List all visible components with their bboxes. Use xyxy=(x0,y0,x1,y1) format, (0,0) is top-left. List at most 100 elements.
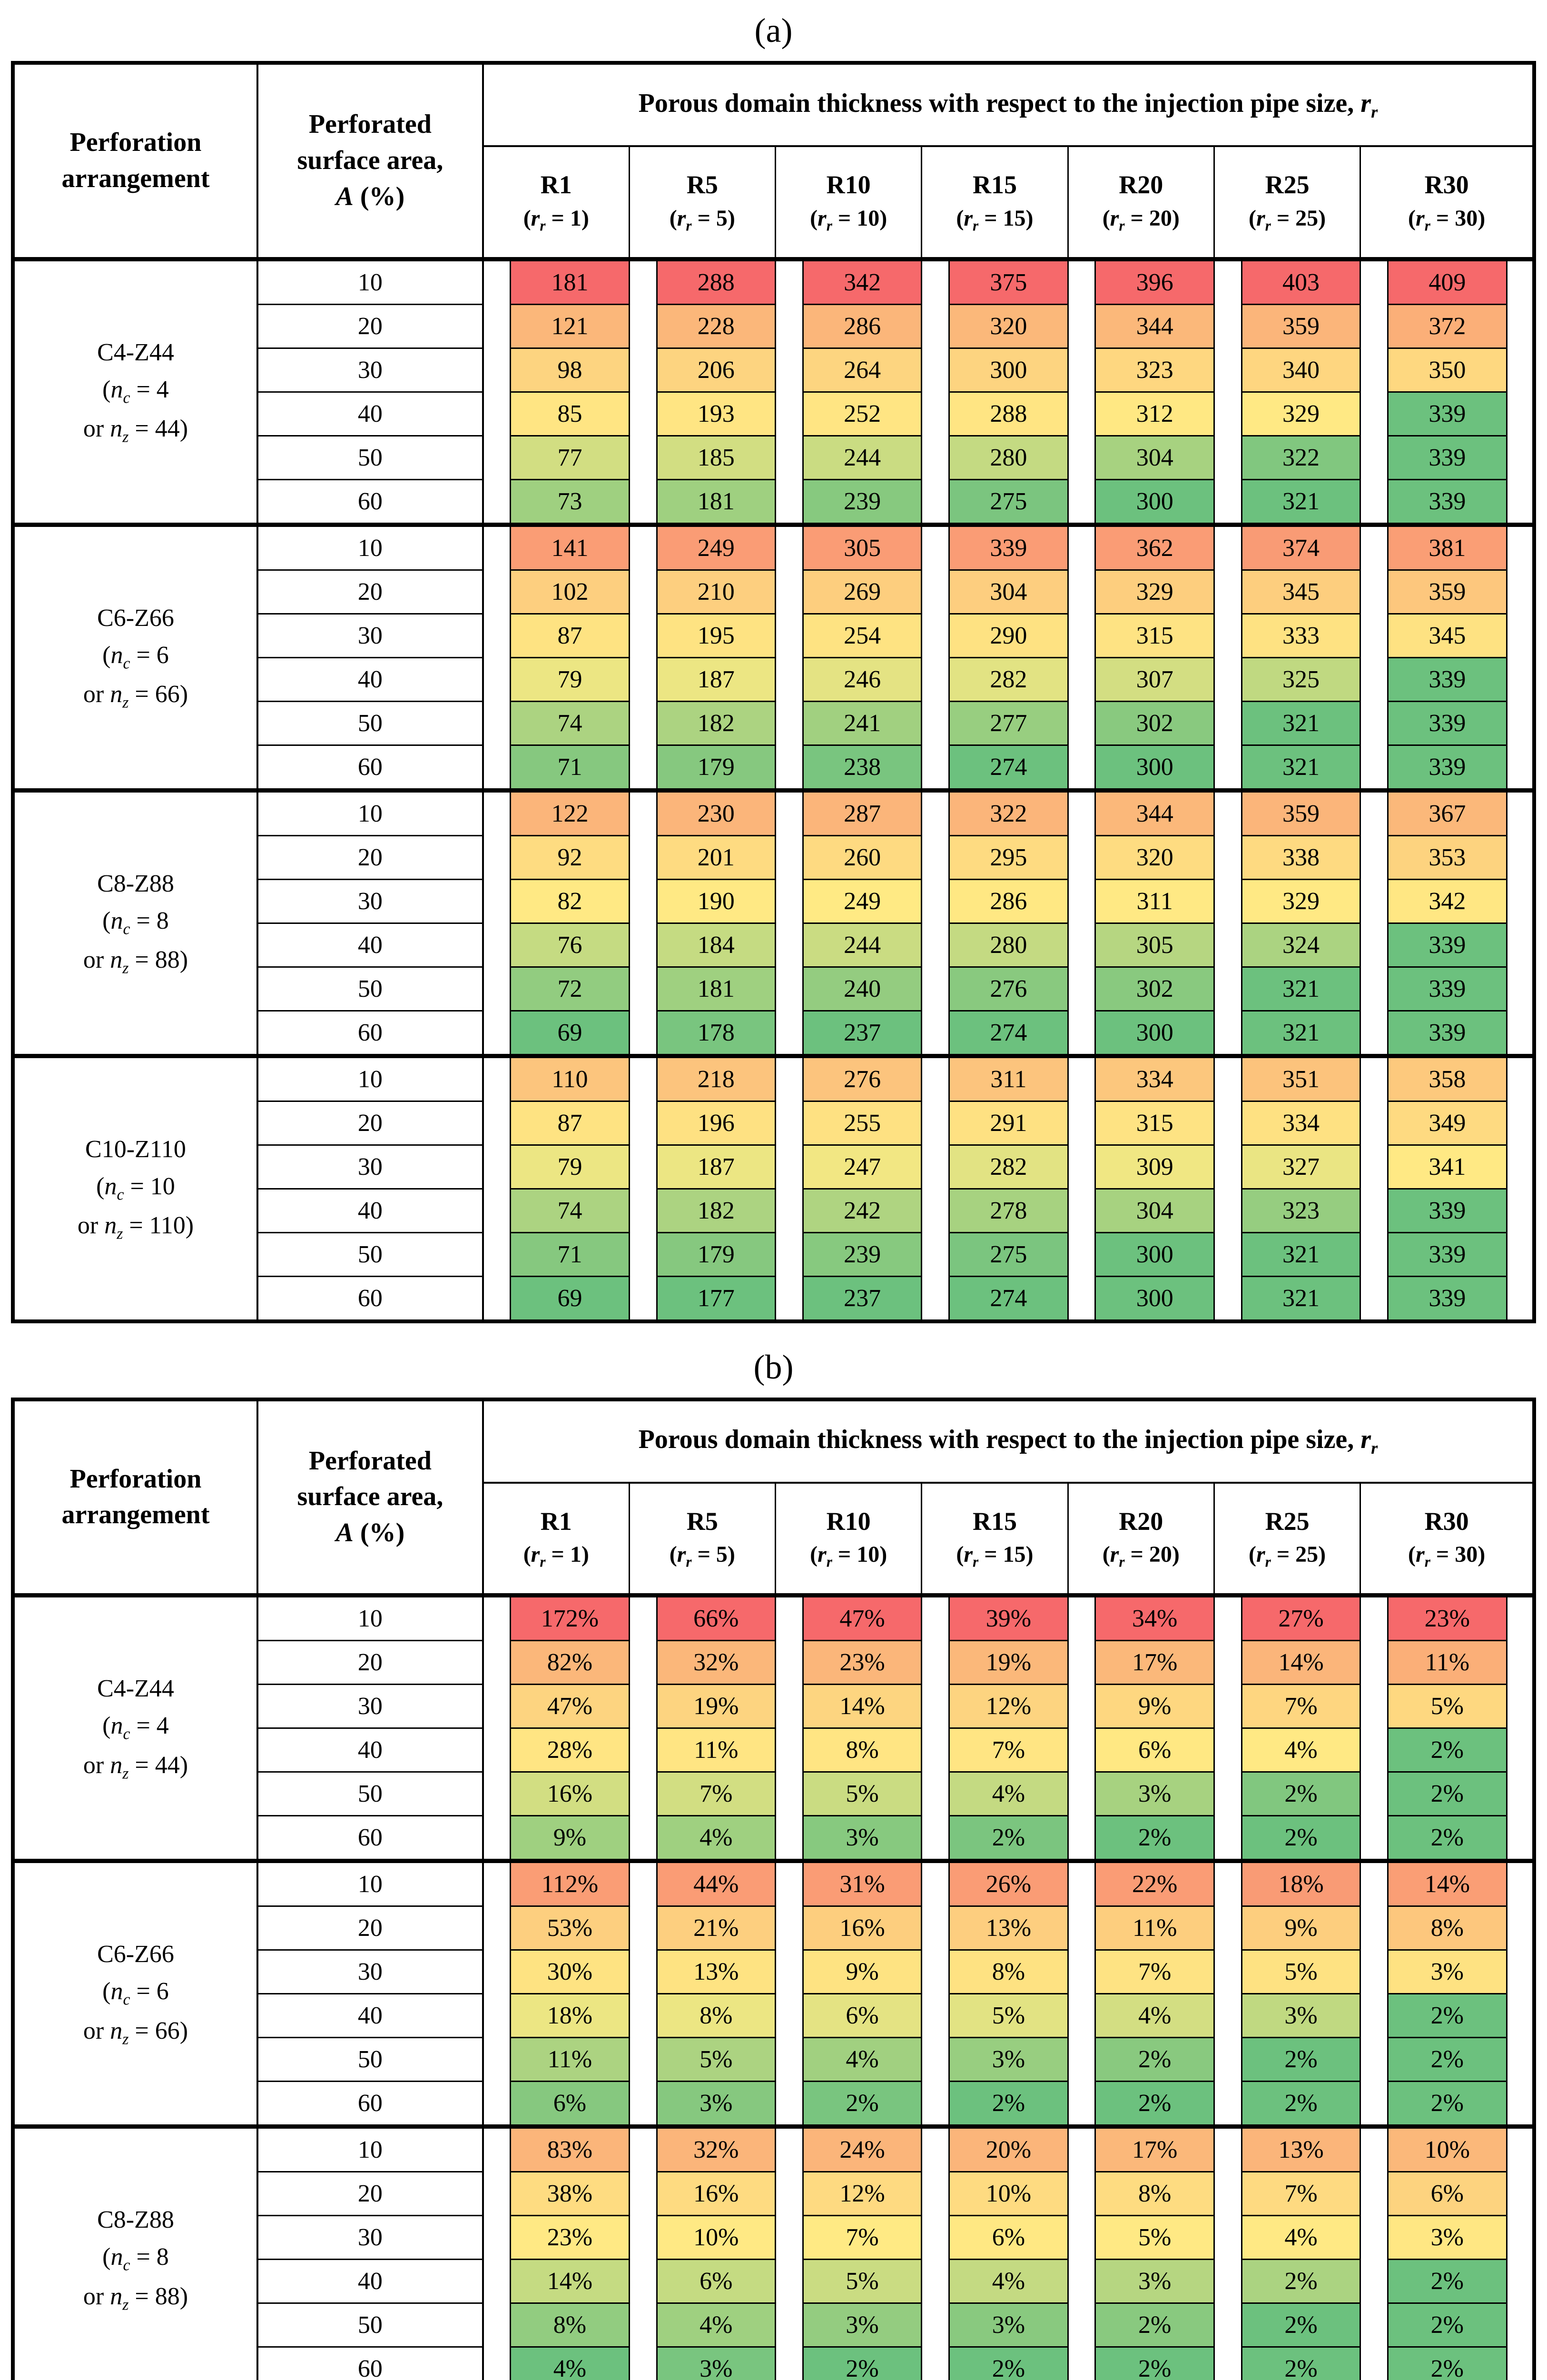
value-cell: 280 xyxy=(948,922,1069,968)
column-gap xyxy=(922,1145,949,1189)
column-gap xyxy=(629,1816,657,1861)
column-gap xyxy=(1214,479,1242,525)
column-gap xyxy=(775,2172,803,2216)
column-gap xyxy=(483,436,511,479)
value-cell: 179 xyxy=(656,744,776,791)
column-gap xyxy=(922,2303,949,2347)
column-gap xyxy=(775,522,803,570)
column-gap xyxy=(483,1772,511,1816)
column-gap xyxy=(1068,657,1095,701)
column-gap xyxy=(1360,1101,1388,1145)
column-gap xyxy=(922,701,949,745)
column-gap xyxy=(1068,479,1095,525)
value-cell: 2% xyxy=(1094,2037,1215,2082)
a-percent-cell: 10 xyxy=(257,522,484,571)
column-gap xyxy=(775,1101,803,1145)
value-cell: 9% xyxy=(802,1949,923,1994)
column-gap xyxy=(1214,879,1242,923)
value-cell: 5% xyxy=(802,1771,923,1816)
column-gap xyxy=(922,570,949,614)
column-gap xyxy=(922,1816,949,1861)
value-cell: 12% xyxy=(802,2171,923,2216)
column-gap xyxy=(1360,1994,1388,2038)
column-gap xyxy=(775,1276,803,1321)
column-gap xyxy=(775,1593,803,1641)
value-cell: 339 xyxy=(1387,1275,1508,1322)
column-gap xyxy=(1068,1053,1095,1101)
header-col-R25: R25 (rr = 25) xyxy=(1213,146,1361,261)
column-gap xyxy=(483,1593,511,1641)
value-cell: 275 xyxy=(948,1231,1069,1277)
value-cell: 6% xyxy=(1094,1727,1215,1773)
value-cell: 12% xyxy=(948,1684,1069,1729)
value-cell: 323 xyxy=(1094,347,1215,393)
column-gap xyxy=(1507,2082,1534,2127)
value-cell: 345 xyxy=(1241,569,1361,615)
value-cell: 254 xyxy=(802,613,923,658)
column-gap xyxy=(1068,745,1095,790)
column-gap xyxy=(1068,2216,1095,2260)
column-gap xyxy=(1360,2124,1388,2172)
value-cell: 315 xyxy=(1094,613,1215,658)
column-gap xyxy=(1507,522,1534,570)
column-gap xyxy=(1507,1232,1534,1276)
value-cell: 14% xyxy=(1387,1859,1508,1907)
value-cell: 5% xyxy=(1241,1949,1361,1994)
value-cell: 2% xyxy=(1241,2037,1361,2082)
column-gap xyxy=(1214,1011,1242,1056)
column-gap xyxy=(1360,1906,1388,1950)
value-cell: 2% xyxy=(1241,2302,1361,2348)
column-gap xyxy=(1507,1276,1534,1321)
column-gap xyxy=(775,2082,803,2127)
column-gap xyxy=(1507,2303,1534,2347)
value-cell: 22% xyxy=(1094,1859,1215,1907)
a-percent-cell: 20 xyxy=(257,1906,484,1951)
column-gap xyxy=(1214,2216,1242,2260)
column-gap xyxy=(1360,2172,1388,2216)
value-cell: 311 xyxy=(948,1053,1069,1102)
value-cell: 11% xyxy=(1094,1905,1215,1951)
a-percent-cell: 50 xyxy=(257,2037,484,2082)
value-cell: 74 xyxy=(510,1188,630,1233)
value-cell: 3% xyxy=(1241,1993,1361,2038)
column-gap xyxy=(1360,967,1388,1011)
column-gap xyxy=(1507,701,1534,745)
column-gap xyxy=(629,1950,657,1994)
column-gap xyxy=(1214,1859,1242,1906)
column-gap xyxy=(483,1950,511,1994)
column-gap xyxy=(1068,1189,1095,1232)
value-cell: 300 xyxy=(1094,1275,1215,1322)
column-gap xyxy=(1214,1772,1242,1816)
column-gap xyxy=(1507,923,1534,967)
value-cell: 4% xyxy=(656,1815,776,1862)
value-cell: 329 xyxy=(1241,391,1361,436)
column-gap xyxy=(1068,1772,1095,1816)
column-gap xyxy=(1360,1145,1388,1189)
value-cell: 195 xyxy=(656,613,776,658)
column-gap xyxy=(921,257,949,304)
column-gap xyxy=(775,1994,803,2038)
value-cell: 13% xyxy=(656,1949,776,1994)
value-cell: 291 xyxy=(948,1100,1069,1146)
a-percent-cell: 40 xyxy=(257,1993,484,2038)
value-cell: 322 xyxy=(1241,435,1361,480)
value-cell: 3% xyxy=(948,2302,1069,2348)
value-cell: 32% xyxy=(656,2124,776,2172)
a-percent-cell: 60 xyxy=(257,2347,484,2380)
column-gap xyxy=(1360,835,1388,879)
value-cell: 196 xyxy=(656,1100,776,1146)
column-gap xyxy=(1360,1232,1388,1276)
value-cell: 344 xyxy=(1094,303,1215,349)
column-gap xyxy=(629,1276,657,1321)
value-cell: 239 xyxy=(802,1231,923,1277)
value-cell: 244 xyxy=(802,922,923,968)
column-gap xyxy=(629,1232,657,1276)
value-cell: 2% xyxy=(1387,2037,1508,2082)
value-cell: 19% xyxy=(948,1640,1069,1685)
column-gap xyxy=(483,614,511,657)
value-cell: 325 xyxy=(1241,656,1361,702)
header-perforation-arrangement: Perforation arrangement xyxy=(13,1399,258,1596)
value-cell: 362 xyxy=(1094,522,1215,571)
value-cell: 274 xyxy=(948,1275,1069,1322)
column-gap xyxy=(1360,522,1388,570)
